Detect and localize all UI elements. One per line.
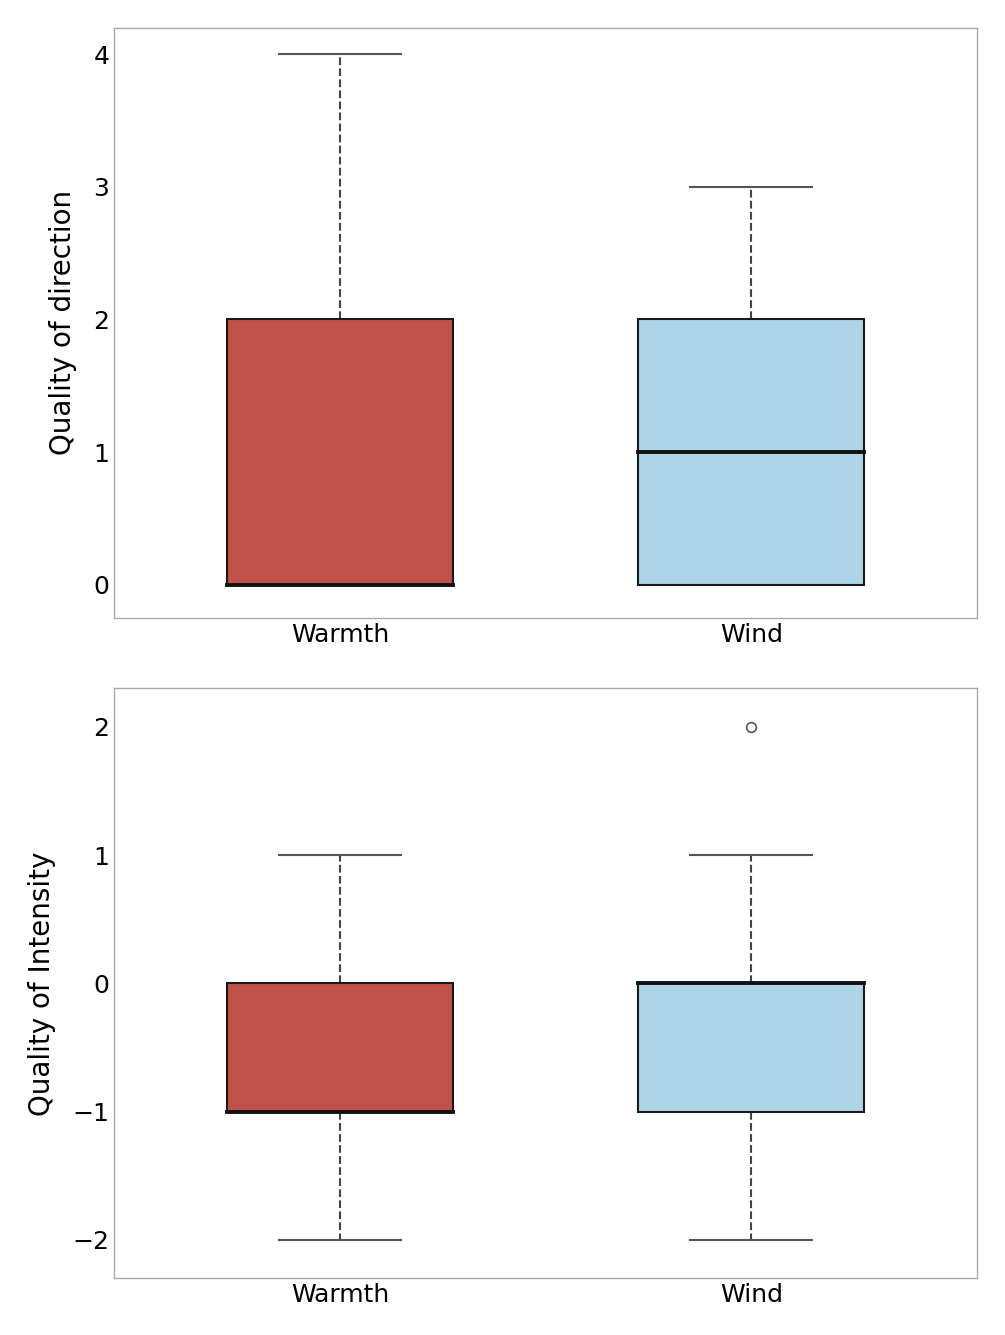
FancyBboxPatch shape bbox=[227, 319, 453, 585]
FancyBboxPatch shape bbox=[638, 319, 864, 585]
Y-axis label: Quality of direction: Quality of direction bbox=[49, 190, 76, 455]
FancyBboxPatch shape bbox=[227, 984, 453, 1112]
FancyBboxPatch shape bbox=[638, 984, 864, 1112]
Y-axis label: Quality of Intensity: Quality of Intensity bbox=[28, 852, 56, 1116]
